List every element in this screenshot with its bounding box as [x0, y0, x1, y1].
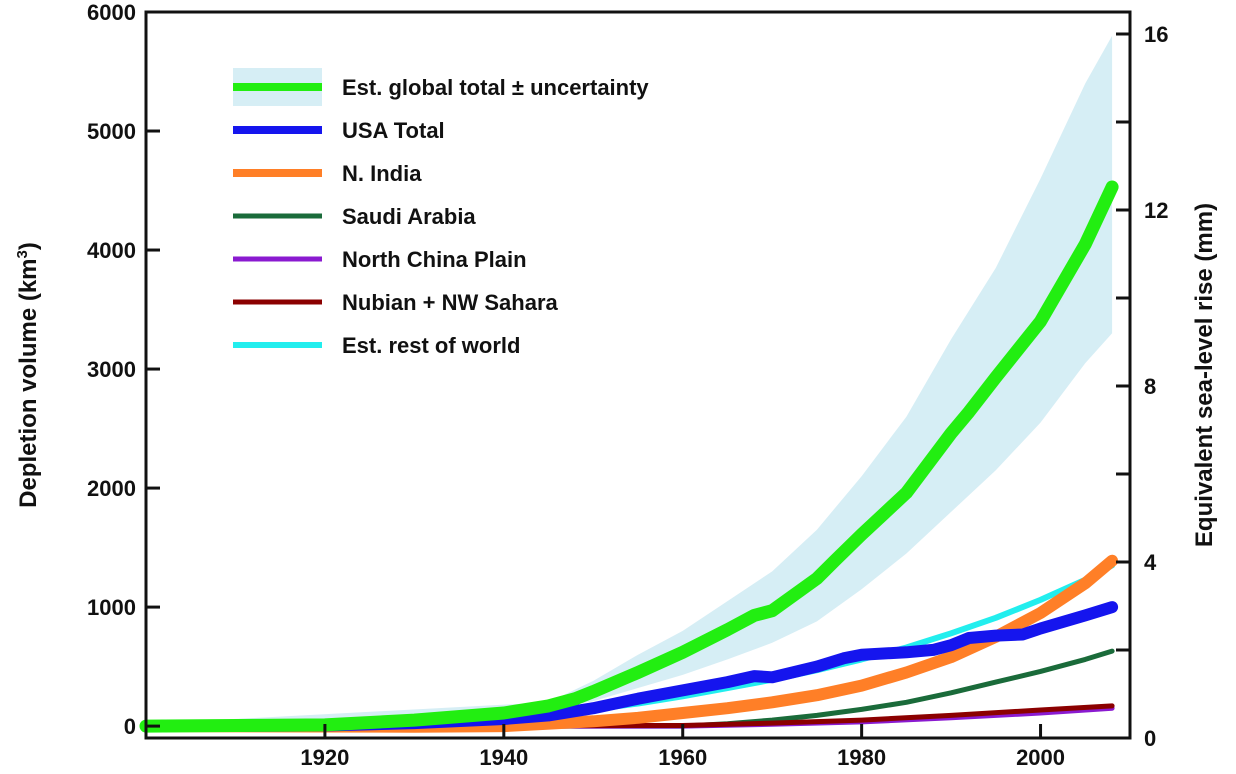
- series-line-est-global-total-uncertainty: [139, 180, 1119, 733]
- legend-label-n-india: N. India: [342, 161, 422, 186]
- y-left-tick-label-0: 0: [124, 714, 136, 739]
- y-left-tick-label-6000: 6000: [87, 0, 136, 25]
- y-left-tick-label-5000: 5000: [87, 119, 136, 144]
- y-right-tick-label-12: 12: [1144, 198, 1168, 223]
- y-right-tick-label-0: 0: [1144, 726, 1156, 751]
- legend-label-usa-total: USA Total: [342, 118, 445, 143]
- x-tick-label-1960: 1960: [658, 745, 707, 770]
- x-tick-label-1940: 1940: [479, 745, 528, 770]
- x-tick-label-1980: 1980: [837, 745, 886, 770]
- y-left-tick-label-2000: 2000: [87, 476, 136, 501]
- y-left-tick-label-1000: 1000: [87, 595, 136, 620]
- y-right-tick-label-16: 16: [1144, 22, 1168, 47]
- y-right-tick-label-4: 4: [1144, 550, 1157, 575]
- x-tick-label-2000: 2000: [1016, 745, 1065, 770]
- plot-frame: [144, 10, 1132, 740]
- y-axis-left-title-end: ): [15, 242, 42, 250]
- tick-layer: 1920 1940 1960 1980 2000 0 1000 2000 3000 4000 500…: [87, 0, 1168, 770]
- legend-label-est-rest-of-world: Est. rest of world: [342, 333, 520, 358]
- y-left-tick-label-3000: 3000: [87, 357, 136, 382]
- y-right-tick-label-8: 8: [1144, 374, 1156, 399]
- series-line-usa-total: [140, 601, 1119, 733]
- legend-label-saudi-arabia: Saudi Arabia: [342, 204, 476, 229]
- legend-label-north-china-plain: North China Plain: [342, 247, 527, 272]
- legend: Est. global total ± uncertainty USA Total…: [233, 68, 649, 358]
- y-axis-right-title: Equivalent sea-level rise (mm): [1191, 203, 1218, 547]
- x-tick-label-1920: 1920: [300, 745, 349, 770]
- y-axis-left-title-text: Depletion volume (km: [15, 258, 42, 507]
- uncertainty-band: [146, 35, 1113, 727]
- legend-label-est-global-total-uncertainty: Est. global total ± uncertainty: [342, 75, 649, 100]
- y-axis-left-title-superscript: 3: [14, 250, 31, 258]
- series-line-n-india: [140, 554, 1119, 733]
- legend-label-nubian-nw-sahara: Nubian + NW Sahara: [342, 290, 559, 315]
- uncertainty-band-layer: [146, 35, 1113, 727]
- y-axis-left-title: Depletion volume (km3): [14, 242, 42, 508]
- y-left-tick-label-4000: 4000: [87, 238, 136, 263]
